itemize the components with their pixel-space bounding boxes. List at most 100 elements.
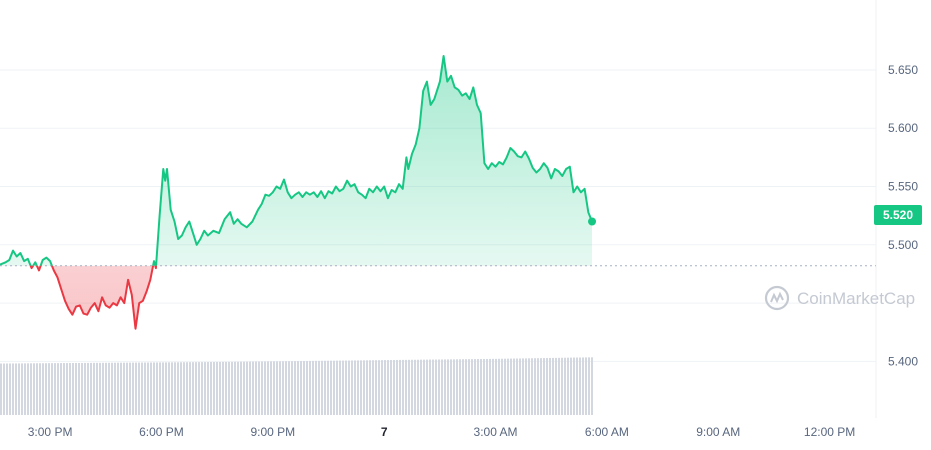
volume-bar-178: [534, 358, 536, 415]
volume-bar-56: [168, 362, 170, 415]
current-price-tag: 5.520: [874, 205, 922, 225]
volume-bar-48: [144, 362, 146, 415]
volume-bar-162: [486, 358, 488, 415]
volume-bar-31: [93, 362, 95, 415]
volume-bar-25: [75, 362, 77, 415]
volume-bar-150: [450, 359, 452, 415]
volume-bar-92: [276, 361, 278, 415]
volume-bar-142: [426, 359, 428, 415]
volume-bar-161: [483, 358, 485, 415]
volume-bar-8: [24, 363, 26, 415]
volume-bar-43: [129, 362, 131, 415]
volume-bar-20: [60, 363, 62, 415]
volume-bar-102: [306, 360, 308, 415]
volume-bar-34: [102, 362, 104, 415]
volume-bar-18: [54, 363, 56, 415]
volume-bar-193: [579, 357, 581, 415]
volume-bar-167: [501, 358, 503, 415]
volume-bar-23: [69, 363, 71, 415]
volume-bar-19: [57, 363, 59, 415]
volume-bar-51: [153, 362, 155, 415]
volume-bar-70: [210, 362, 212, 415]
volume-bar-21: [63, 363, 65, 415]
volume-bar-153: [459, 359, 461, 415]
volume-bar-176: [528, 358, 530, 415]
y-tick-label: 5.550: [888, 180, 918, 194]
volume-bar-94: [282, 361, 284, 415]
volume-bar-54: [162, 362, 164, 415]
volume-bar-93: [279, 361, 281, 415]
volume-bar-181: [543, 358, 545, 415]
volume-bar-59: [177, 362, 179, 415]
volume-bar-89: [267, 361, 269, 415]
volume-bar-24: [72, 363, 74, 415]
volume-bar-40: [120, 362, 122, 415]
x-tick-label: 3:00 PM: [28, 425, 73, 439]
volume-bar-64: [192, 362, 194, 415]
volume-bar-192: [576, 357, 578, 415]
volume-bar-110: [330, 360, 332, 415]
volume-bar-63: [189, 362, 191, 415]
volume-bar-26: [78, 362, 80, 415]
volume-bar-80: [240, 361, 242, 415]
volume-bar-123: [369, 360, 371, 415]
volume-bar-0: [0, 363, 2, 415]
volume-bars: [0, 357, 593, 415]
volume-bar-196: [588, 357, 590, 415]
volume-bar-50: [150, 362, 152, 415]
volume-bar-133: [399, 359, 401, 415]
price-line-down: [29, 265, 158, 330]
volume-bar-83: [249, 361, 251, 415]
volume-bar-35: [105, 362, 107, 415]
volume-bar-37: [111, 362, 113, 415]
volume-bar-57: [171, 362, 173, 415]
volume-bar-126: [378, 360, 380, 415]
volume-bar-132: [396, 359, 398, 415]
watermark-text: CoinMarketCap: [797, 289, 915, 308]
volume-bar-13: [39, 363, 41, 415]
volume-bar-171: [513, 358, 515, 415]
x-tick-label: 3:00 AM: [474, 425, 518, 439]
volume-bar-22: [66, 363, 68, 415]
volume-bar-173: [519, 358, 521, 415]
volume-bar-149: [447, 359, 449, 415]
volume-bar-91: [273, 361, 275, 415]
volume-bar-175: [525, 358, 527, 415]
volume-bar-87: [261, 361, 263, 415]
volume-bar-189: [567, 357, 569, 415]
volume-bar-77: [231, 361, 233, 415]
current-price-label: 5.520: [883, 208, 913, 222]
x-axis-labels: 3:00 PM 6:00 PM 9:00 PM 7 3:00 AM 6:00 AM 9:00…: [28, 425, 856, 439]
volume-bar-67: [201, 362, 203, 415]
volume-bar-186: [558, 357, 560, 415]
coinmarketcap-logo-icon: [764, 285, 790, 311]
volume-bar-36: [108, 362, 110, 415]
volume-bar-121: [363, 360, 365, 415]
volume-bar-194: [582, 357, 584, 415]
volume-bar-191: [573, 357, 575, 415]
volume-bar-120: [360, 360, 362, 415]
volume-bar-172: [516, 358, 518, 415]
volume-bar-154: [462, 359, 464, 415]
volume-bar-55: [165, 362, 167, 415]
volume-bar-75: [225, 361, 227, 415]
x-tick-label: 9:00 PM: [250, 425, 295, 439]
volume-bar-197: [591, 357, 593, 415]
volume-bar-114: [342, 360, 344, 415]
volume-bar-65: [195, 362, 197, 415]
volume-bar-44: [132, 362, 134, 415]
volume-bar-86: [258, 361, 260, 415]
volume-bar-6: [18, 363, 20, 415]
volume-bar-134: [402, 359, 404, 415]
volume-bar-106: [318, 360, 320, 415]
volume-bar-179: [537, 358, 539, 415]
volume-bar-119: [357, 360, 359, 415]
volume-bar-95: [285, 361, 287, 415]
volume-bar-68: [204, 362, 206, 415]
volume-bar-187: [561, 357, 563, 415]
volume-bar-113: [339, 360, 341, 415]
x-tick-label: 6:00 PM: [139, 425, 184, 439]
area-fill-up: [0, 56, 592, 266]
x-tick-label: 7: [381, 425, 388, 439]
